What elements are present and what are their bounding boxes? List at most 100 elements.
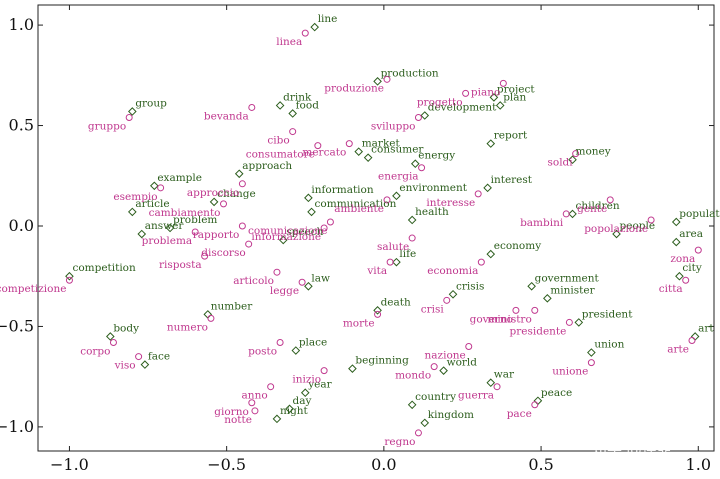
circle-marker	[301, 29, 309, 37]
diamond-marker	[612, 229, 621, 239]
english-word-label: report	[494, 130, 528, 142]
english-word-label: death	[381, 296, 411, 308]
circle-marker	[477, 258, 485, 266]
circle-marker	[418, 164, 426, 172]
italian-word-label: regno	[384, 436, 415, 448]
italian-word-label: inizio	[292, 374, 321, 386]
italian-word-label: crisi	[421, 303, 445, 315]
diamond-marker	[373, 306, 382, 315]
italian-word-label: produzione	[324, 82, 384, 94]
diamond-marker	[106, 332, 115, 341]
italian-word-label: problema	[142, 235, 193, 247]
diamond-marker	[483, 183, 492, 193]
diamond-marker	[373, 77, 382, 86]
italian-word-label: risposta	[159, 259, 202, 271]
diamond-marker	[407, 215, 417, 225]
circle-marker	[474, 190, 482, 198]
english-word-label: union	[594, 339, 624, 351]
italian-word-label: gruppo	[88, 121, 126, 133]
circle-marker	[207, 314, 215, 322]
english-word-label: approach	[242, 160, 292, 172]
diamond-marker	[574, 318, 584, 327]
diamond-marker	[234, 169, 244, 179]
english-word-label: night	[280, 405, 309, 417]
english-word-label: number	[211, 300, 253, 312]
english-word-label: food	[296, 99, 320, 111]
italian-word-label: informazione	[251, 231, 321, 243]
italian-word-label: soldi	[547, 157, 573, 169]
circle-marker	[220, 200, 228, 208]
english-word-label: minister	[550, 284, 595, 296]
italian-word-label: approccio	[187, 187, 240, 199]
italian-word-label: anno	[242, 390, 268, 402]
diamond-marker	[420, 111, 430, 120]
english-word-label: law	[311, 272, 330, 284]
diamond-marker	[288, 109, 297, 118]
italian-word-label: vita	[366, 265, 387, 277]
plot-frame	[37, 4, 715, 452]
circle-marker	[443, 296, 451, 304]
diamond-marker	[543, 294, 552, 303]
x-tick-label: −0.5	[207, 455, 246, 474]
italian-word-label: mercato	[302, 147, 346, 159]
english-word-label: project	[497, 83, 535, 95]
italian-word-label: consumatore	[246, 149, 315, 161]
circle-marker	[493, 383, 501, 391]
english-word-label: development	[428, 101, 497, 113]
italian-word-label: zona	[670, 253, 695, 265]
italian-word-label: sviluppo	[371, 121, 416, 133]
circle-marker	[65, 276, 73, 284]
italian-word-label: presidente	[510, 325, 567, 337]
y-tick-label: 0.0	[9, 216, 34, 235]
english-word-label: crisis	[456, 280, 484, 292]
english-word-label: competition	[72, 262, 136, 274]
italian-word-label: articolo	[233, 275, 274, 287]
y-tick-label: −0.5	[0, 316, 34, 335]
circle-marker	[531, 306, 539, 314]
diamond-marker	[128, 107, 137, 116]
italian-word-label: notte	[224, 414, 252, 426]
italian-word-label: gente	[577, 203, 607, 215]
english-word-label: city	[682, 262, 701, 274]
circle-marker	[647, 216, 655, 224]
english-word-label: communication	[315, 198, 397, 210]
circle-marker	[314, 142, 322, 150]
circle-marker	[238, 222, 246, 230]
english-word-label: face	[148, 351, 170, 363]
english-word-label: drink	[283, 91, 312, 103]
english-word-label: day	[293, 395, 312, 407]
italian-word-label: bevanda	[204, 110, 249, 122]
circle-marker	[320, 367, 328, 375]
diamond-marker	[392, 191, 401, 201]
diamond-marker	[278, 235, 288, 245]
italian-word-label: salute	[377, 241, 409, 253]
italian-word-label: competizione	[0, 283, 66, 295]
english-word-label: problem	[173, 214, 217, 226]
diamond-marker	[363, 153, 373, 162]
circle-marker	[512, 306, 520, 314]
diamond-marker	[285, 404, 294, 414]
english-word-label: interest	[491, 174, 533, 186]
english-word-label: area	[679, 228, 703, 240]
circle-marker	[414, 429, 422, 437]
italian-word-label: piano	[471, 86, 500, 98]
english-word-label: year	[307, 379, 332, 391]
diamond-marker	[527, 281, 536, 291]
italian-word-label: arte	[667, 344, 689, 356]
diamond-marker	[272, 414, 282, 424]
english-word-label: economy	[494, 240, 541, 252]
axis-ticks: −1.0 −0.5 0.0 0.5 1.0 −1.0 −0.5 0.0 0.5 1.0	[0, 5, 714, 474]
italian-word-label: progetto	[417, 96, 463, 108]
circle-marker	[109, 339, 117, 347]
diamond-marker	[209, 197, 219, 207]
circle-marker	[135, 353, 143, 361]
diamond-marker	[354, 147, 364, 156]
italian-word-label: giorno	[214, 406, 249, 418]
circle-marker	[688, 337, 696, 345]
italian-word-label: pace	[507, 408, 532, 420]
y-tick-label: 0.5	[9, 116, 34, 135]
circle-marker	[326, 218, 334, 226]
circle-marker	[682, 276, 690, 284]
data-points	[65, 22, 702, 437]
english-word-label: beginning	[355, 355, 409, 367]
